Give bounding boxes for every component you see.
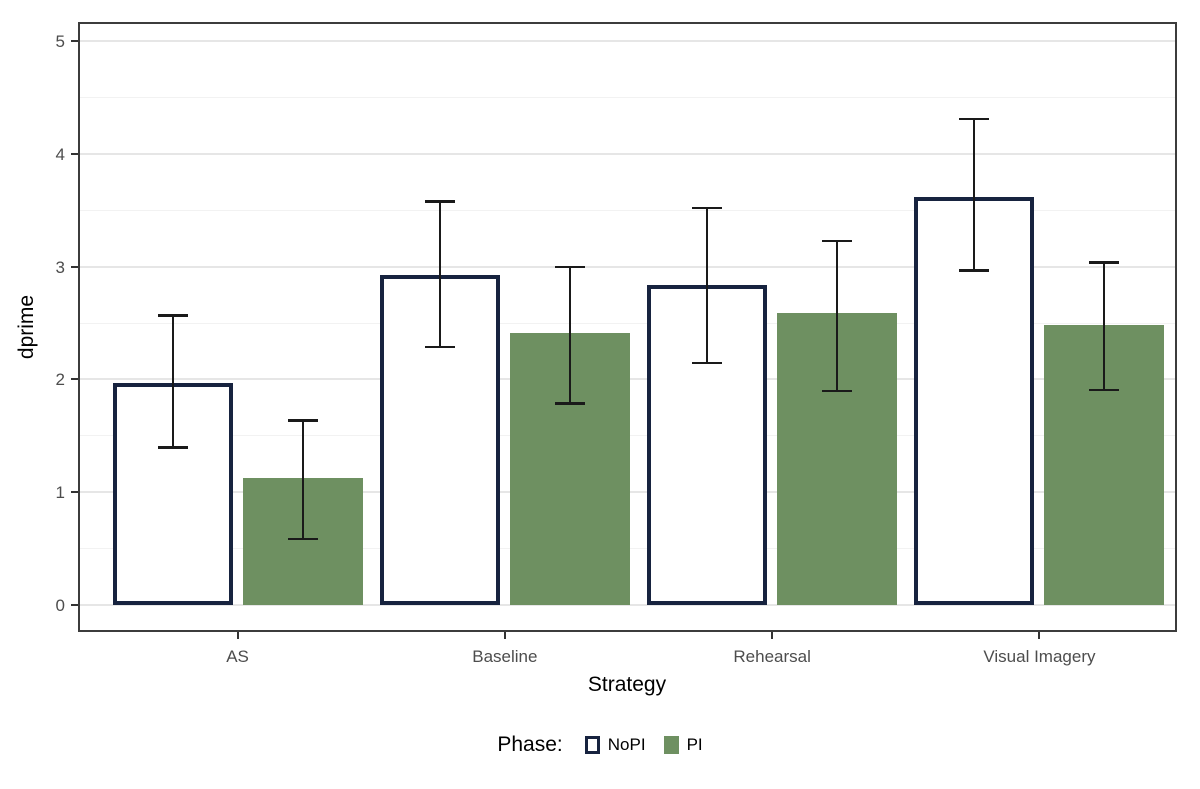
errorbar-nopi-as-bottom-cap	[157, 446, 188, 449]
y-tick-2	[71, 378, 78, 381]
y-tick-label-1: 1	[55, 483, 65, 503]
y-tick-0	[71, 604, 78, 607]
errorbar-pi-as	[301, 420, 304, 539]
y-tick-label-0: 0	[55, 596, 65, 616]
y-tick-label-5: 5	[55, 31, 65, 51]
errorbar-nopi-baseline	[438, 201, 441, 347]
x-axis-title: Strategy	[587, 673, 667, 696]
gridline-major	[80, 604, 1175, 607]
y-tick-3	[71, 265, 78, 268]
errorbar-pi-baseline-top-cap	[554, 265, 585, 269]
x-tick-as	[236, 632, 239, 639]
errorbar-nopi-baseline-bottom-cap	[424, 345, 455, 349]
legend-label-nopi: NoPI	[607, 735, 646, 754]
gridline-major	[80, 265, 1175, 268]
gridline-major	[80, 152, 1175, 155]
errorbar-nopi-visual-imagery	[973, 118, 976, 270]
errorbar-pi-rehearsal	[836, 240, 839, 391]
x-tick-label-rehearsal: Rehearsal	[733, 647, 811, 666]
errorbar-pi-visual-imagery-top-cap	[1089, 261, 1120, 264]
y-tick-1	[71, 491, 78, 494]
gridline-minor	[80, 209, 1175, 211]
legend-entry-pi: PI	[663, 735, 703, 755]
errorbar-pi-rehearsal-bottom-cap	[822, 389, 853, 393]
y-tick-4	[71, 152, 78, 155]
errorbar-nopi-as	[171, 315, 174, 448]
legend-entry-nopi: NoPI	[584, 735, 646, 755]
errorbar-nopi-baseline-top-cap	[424, 200, 455, 203]
y-tick-5	[71, 39, 78, 42]
errorbar-pi-visual-imagery	[1103, 262, 1106, 390]
errorbar-pi-as-top-cap	[287, 419, 318, 422]
errorbar-nopi-visual-imagery-top-cap	[959, 117, 990, 121]
x-tick-visual-imagery	[1038, 632, 1041, 639]
gridline-minor	[80, 322, 1175, 324]
x-tick-baseline	[503, 632, 506, 639]
errorbar-pi-visual-imagery-bottom-cap	[1089, 388, 1120, 392]
errorbar-nopi-as-top-cap	[157, 314, 188, 317]
errorbar-pi-baseline	[568, 266, 571, 404]
errorbar-pi-baseline-bottom-cap	[554, 402, 585, 405]
x-tick-label-visual-imagery: Visual Imagery	[983, 647, 1096, 666]
y-axis-title: dprime	[15, 294, 38, 360]
errorbar-pi-as-bottom-cap	[287, 537, 318, 541]
legend: Phase: NoPI PI	[0, 733, 1200, 757]
gridline-major	[80, 39, 1175, 42]
y-tick-label-2: 2	[55, 370, 65, 390]
errorbar-nopi-visual-imagery-bottom-cap	[959, 269, 990, 272]
x-tick-rehearsal	[771, 632, 774, 639]
legend-title: Phase:	[497, 733, 563, 756]
bar-nopi-rehearsal	[647, 284, 768, 606]
legend-key-nopi-swatch	[584, 736, 600, 754]
errorbar-nopi-rehearsal-top-cap	[692, 206, 723, 210]
y-tick-label-4: 4	[55, 144, 65, 164]
gridline-minor	[80, 96, 1175, 98]
bar-nopi-visual-imagery	[914, 196, 1035, 606]
x-tick-label-as: AS	[226, 647, 249, 666]
plot-panel	[78, 22, 1177, 632]
x-tick-label-baseline: Baseline	[472, 647, 538, 666]
errorbar-pi-rehearsal-top-cap	[822, 239, 853, 243]
y-tick-label-3: 3	[55, 257, 65, 277]
errorbar-nopi-rehearsal	[706, 207, 709, 363]
legend-label-pi: PI	[686, 735, 703, 754]
legend-key-pi-swatch	[663, 736, 679, 754]
errorbar-nopi-rehearsal-bottom-cap	[692, 361, 723, 365]
